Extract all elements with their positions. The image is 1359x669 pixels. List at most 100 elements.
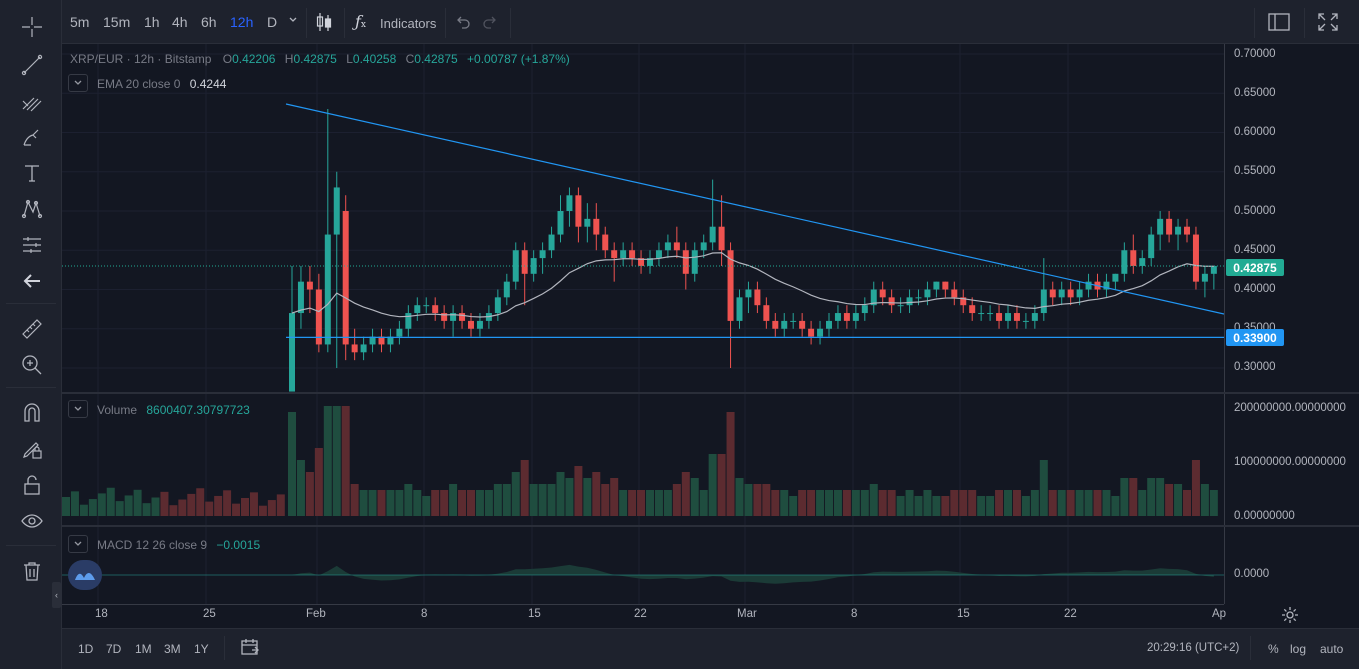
volume-bar (232, 503, 241, 516)
text-tool-icon[interactable] (14, 158, 50, 188)
candles-chart-type-icon[interactable] (314, 11, 334, 36)
candle-body (888, 297, 895, 306)
ema-collapse-button[interactable] (68, 74, 88, 92)
volume-bar (610, 478, 619, 516)
auto-scale-toggle[interactable]: auto (1320, 642, 1344, 656)
zoom-icon[interactable] (14, 350, 50, 380)
indicators-button[interactable]: Indicators (380, 16, 437, 31)
volume-bar (950, 490, 959, 516)
chart-area[interactable] (62, 44, 1359, 628)
volume-bar (314, 448, 323, 516)
volume-bar (142, 503, 151, 516)
pattern-tool-icon[interactable] (14, 194, 50, 224)
timeframe-d[interactable]: D (267, 14, 278, 30)
volume-bar (654, 490, 663, 516)
volume-bar (690, 478, 699, 516)
fx-icon[interactable]: ƒx (355, 12, 366, 31)
candle-body (978, 313, 985, 315)
volume-bar (887, 490, 896, 516)
clock-timezone[interactable]: 20:29:16 (UTC+2) (1147, 642, 1240, 654)
time-axis[interactable] (62, 604, 1224, 628)
range-1m[interactable]: 1M (135, 642, 152, 656)
candle-body (1067, 289, 1074, 298)
back-arrow-icon[interactable] (14, 266, 50, 296)
volume-bar (789, 496, 798, 516)
log-scale-toggle[interactable]: log (1290, 642, 1307, 656)
price-chart-svg[interactable] (62, 44, 1224, 604)
date-range-calendar-icon[interactable] (240, 638, 260, 659)
timeframe-12h[interactable]: 12h (230, 14, 254, 30)
volume-bar (431, 490, 440, 516)
volume-bar (717, 454, 726, 516)
range-3m[interactable]: 3M (164, 642, 181, 656)
candle-body (432, 305, 439, 314)
volume-bar (502, 484, 511, 516)
volume-collapse-button[interactable] (68, 400, 88, 418)
candle-body (763, 305, 770, 321)
candle-body (951, 289, 958, 298)
unlock-icon[interactable] (14, 470, 50, 500)
trend-line-icon[interactable] (14, 50, 50, 80)
volume-bar (1129, 478, 1138, 516)
timeframe-dropdown-chevron-icon[interactable] (288, 14, 298, 28)
timeframe-1h[interactable]: 1h (144, 14, 160, 30)
candle-body (521, 250, 528, 274)
macd-collapse-button[interactable] (68, 535, 88, 553)
crosshair-icon[interactable] (14, 12, 50, 42)
layout-panel-icon[interactable] (1268, 13, 1290, 34)
pane-divider[interactable] (62, 525, 1359, 527)
close-value: 0.42875 (414, 52, 458, 66)
volume-bar (1209, 490, 1218, 516)
candle-body (1085, 281, 1092, 290)
timeframe-6h[interactable]: 6h (201, 14, 217, 30)
undo-icon[interactable] (455, 14, 471, 33)
candle-body (799, 320, 806, 329)
settings-gear-icon[interactable] (1281, 606, 1299, 627)
volume-bar (413, 490, 422, 516)
fib-channel-icon[interactable] (14, 86, 50, 116)
volume-bar (753, 484, 762, 516)
timeframe-5m[interactable]: 5m (70, 14, 90, 30)
ema-legend: EMA 20 close 0 0.4244 (97, 77, 226, 91)
percent-scale-toggle[interactable]: % (1268, 642, 1279, 656)
trash-icon[interactable] (14, 556, 50, 586)
magnet-icon[interactable] (14, 398, 50, 428)
volume-bar (115, 501, 124, 516)
time-tick: 8 (421, 608, 428, 620)
volume-bar (1165, 484, 1174, 516)
candle-body (360, 344, 367, 353)
low-label: L (346, 52, 353, 66)
volume-bar (619, 490, 628, 516)
candle-body (826, 320, 832, 329)
volume-bar (565, 478, 574, 516)
range-1y[interactable]: 1Y (194, 642, 209, 656)
range-1d[interactable]: 1D (78, 642, 94, 656)
redo-icon[interactable] (482, 14, 498, 33)
brush-icon[interactable] (14, 122, 50, 152)
candle-body (459, 313, 466, 321)
timeframe-15m[interactable]: 15m (103, 14, 131, 30)
prediction-tool-icon[interactable] (14, 230, 50, 260)
fullscreen-icon[interactable] (1318, 13, 1338, 34)
pane-divider[interactable] (62, 392, 1359, 394)
eye-icon[interactable] (14, 506, 50, 536)
price-tick: 0.50000 (1234, 205, 1276, 217)
volume-tick: 200000000.00000000 (1234, 402, 1346, 414)
candle-body (870, 289, 877, 306)
range-7d[interactable]: 7D (106, 642, 122, 656)
price-tick: 0.65000 (1234, 87, 1276, 99)
time-tick: 18 (95, 608, 108, 620)
lock-drawing-icon[interactable] (14, 434, 50, 464)
logo-icon[interactable] (68, 560, 102, 590)
volume-bar (422, 496, 431, 516)
volume-legend: Volume 8600407.30797723 (97, 403, 250, 417)
candle-body (423, 305, 430, 307)
volume-bar (169, 505, 178, 516)
timeframe-4h[interactable]: 4h (172, 14, 188, 30)
ruler-icon[interactable] (14, 314, 50, 344)
candle-body (1013, 313, 1020, 321)
toolbar-expand-handle[interactable]: ‹ (52, 582, 61, 608)
volume-bar (744, 484, 753, 516)
volume-bar (1156, 478, 1165, 516)
price-scale[interactable] (1224, 44, 1359, 604)
